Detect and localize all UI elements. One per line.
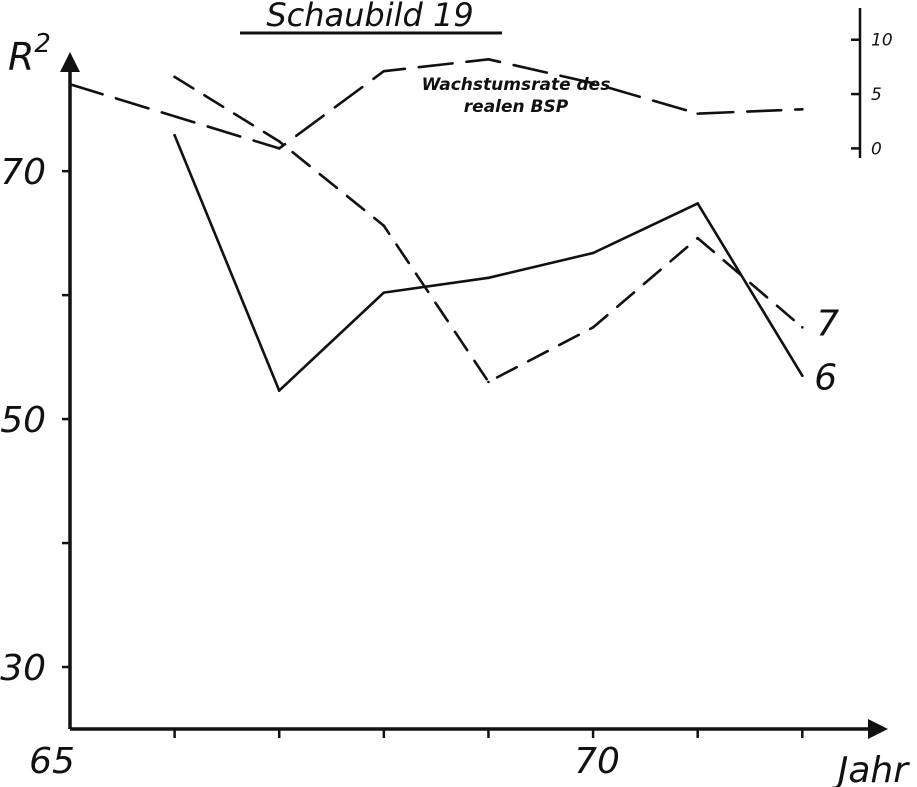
series-label-6: 6	[814, 358, 837, 399]
series-6-point	[487, 276, 490, 280]
series-line-6	[173, 133, 804, 392]
x-axis-arrow	[868, 719, 888, 739]
y-tick-label: 30	[0, 648, 46, 689]
y-axis-arrow	[60, 52, 80, 72]
series-7-point	[591, 326, 595, 329]
series-layer	[68, 57, 804, 392]
y-tick-label: 50	[0, 400, 46, 441]
x-tick-label: 70	[574, 741, 620, 782]
series-7-point	[277, 140, 281, 143]
chart-title: Schaubild 19	[266, 0, 473, 34]
bsp-growth-point	[801, 107, 804, 111]
secondary-y-tick-label: 0	[871, 139, 882, 159]
series-label-7: 7	[816, 303, 839, 344]
series-7-point	[696, 236, 699, 240]
bsp-growth-point	[487, 57, 490, 61]
bsp-growth-point	[277, 147, 281, 150]
bsp-growth-point	[382, 69, 386, 73]
series-7-point	[173, 75, 176, 79]
series-line-7	[173, 75, 804, 384]
series-6-point	[277, 389, 281, 392]
series-6-point	[591, 251, 595, 255]
series-6-point	[173, 133, 176, 137]
y-tick-label: 70	[0, 152, 46, 193]
series-7-point	[801, 326, 804, 329]
bsp-growth-point	[591, 81, 595, 85]
bsp-growth-point	[696, 112, 699, 115]
series-7-point	[487, 380, 490, 384]
secondary-series-label-line1: Wachstumsrate des	[422, 75, 611, 95]
series-line-bsp-growth	[68, 57, 804, 150]
series-6-point	[382, 291, 386, 294]
ticks-layer	[62, 38, 860, 738]
secondary-y-tick-label: 10	[871, 31, 893, 51]
series-7-point	[382, 224, 386, 227]
y-axis-label-superscript: 2	[34, 29, 51, 59]
secondary-series-label-line2: realen BSP	[464, 97, 569, 117]
series-6-point	[696, 202, 699, 205]
y-axis-label: R2	[8, 29, 51, 79]
bsp-growth-point	[68, 82, 72, 86]
series-6-point	[801, 374, 804, 377]
x-tick-label: 65	[29, 741, 75, 782]
secondary-y-tick-label: 5	[871, 85, 882, 105]
x-axis-label: Jahr	[832, 750, 910, 787]
y-axis-label-main: R	[8, 35, 34, 79]
